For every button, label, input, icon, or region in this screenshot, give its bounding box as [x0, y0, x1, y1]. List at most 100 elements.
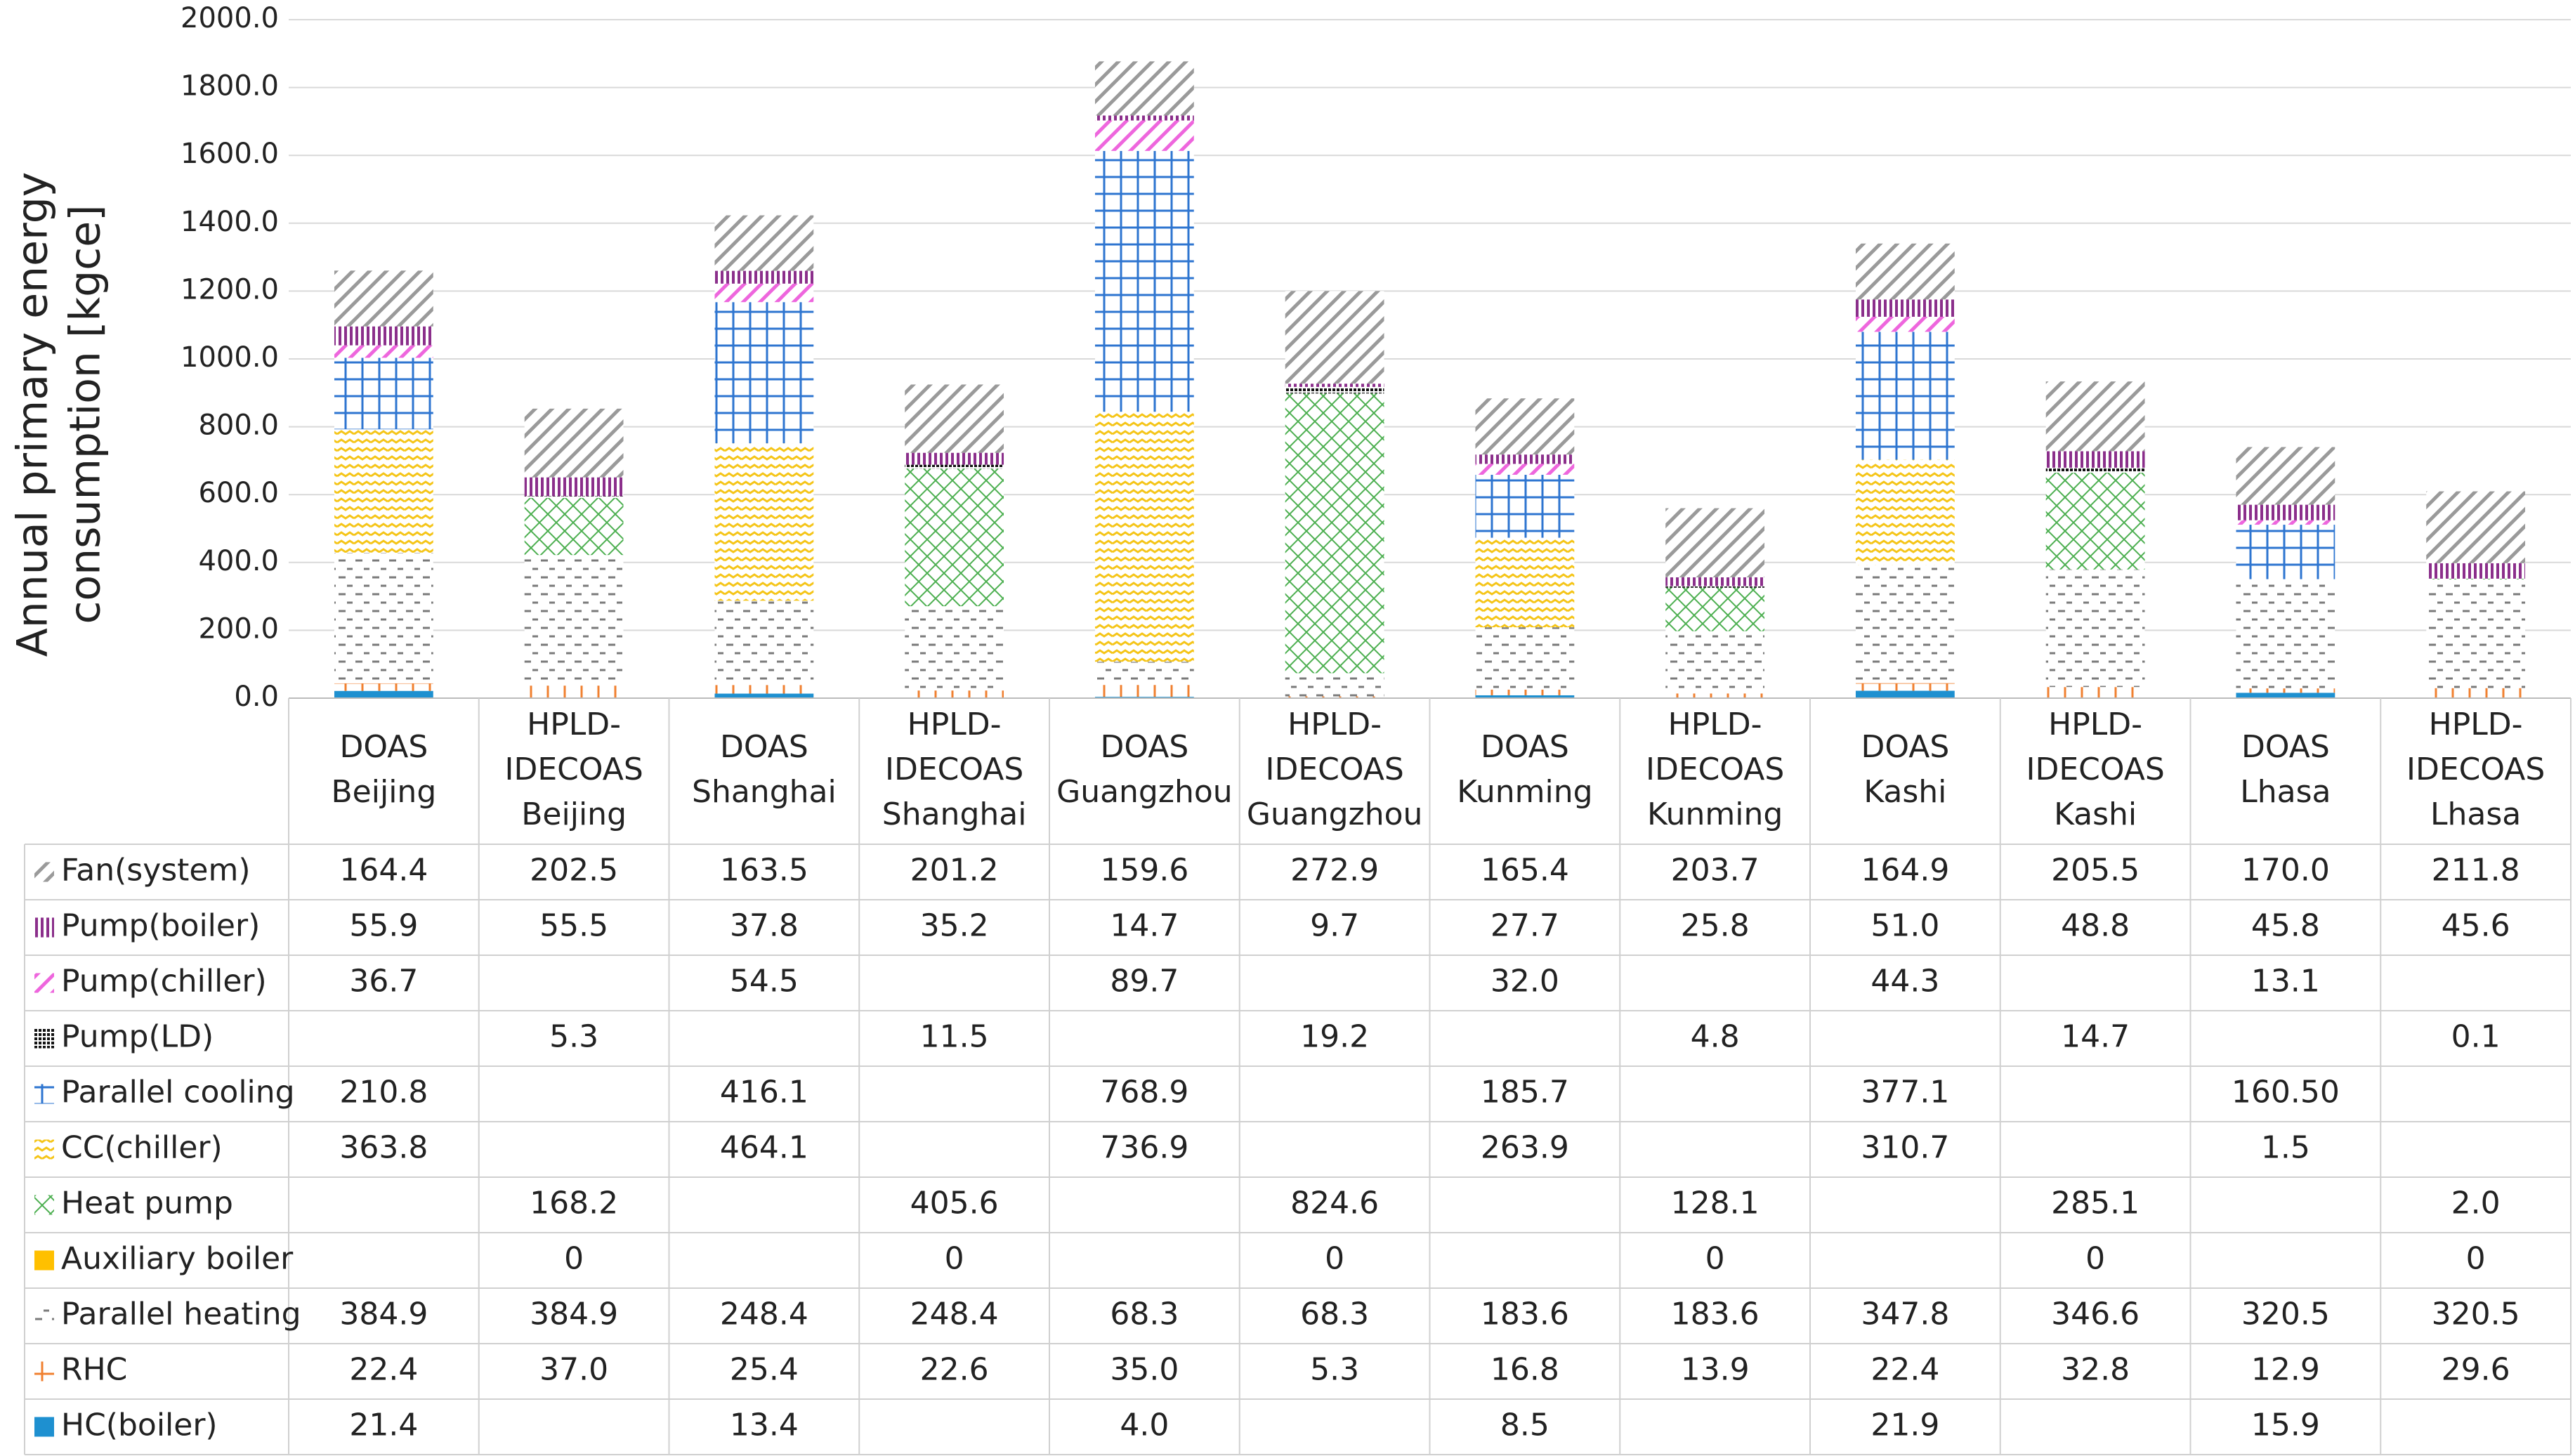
- bar-segment: [1855, 683, 1955, 691]
- bar-segment: [1855, 243, 1955, 300]
- table-cell: 405.6: [910, 1186, 999, 1221]
- legend-marker: [34, 1028, 54, 1049]
- table-cell: 14.7: [2061, 1019, 2130, 1055]
- table-cell: 272.9: [1290, 853, 1379, 888]
- table-cell: 320.5: [2432, 1297, 2520, 1332]
- table-cell: 170.0: [2241, 853, 2330, 888]
- y-tick-label: 1800.0: [181, 70, 279, 103]
- table-cell: 248.4: [720, 1297, 808, 1332]
- bar-segment: [2426, 491, 2526, 563]
- bar-segment: [524, 497, 624, 556]
- x-tick-label: Beijing: [521, 796, 627, 832]
- x-tick-label: IDECOAS: [885, 752, 1023, 787]
- table-cell: 22.6: [920, 1352, 989, 1388]
- table-cell: 14.7: [1110, 908, 1179, 944]
- bar-segment: [1855, 690, 1955, 698]
- table-cell: 320.5: [2241, 1297, 2330, 1332]
- bar-segment: [334, 358, 433, 430]
- bar-segment: [1094, 61, 1194, 116]
- table-cell: 163.5: [720, 853, 808, 888]
- table-cell: 21.4: [349, 1408, 418, 1443]
- bar-segment: [1665, 508, 1765, 577]
- legend-label: Heat pump: [61, 1186, 233, 1221]
- legend-marker: [34, 973, 54, 993]
- bar-segment: [524, 496, 624, 498]
- bar-segment: [1475, 537, 1575, 628]
- bar-segment: [2236, 447, 2335, 505]
- table-cell: 37.0: [539, 1352, 608, 1388]
- table-cell: 0: [2085, 1241, 2105, 1277]
- table-cell: 22.4: [1870, 1352, 1939, 1388]
- bar-segment: [2426, 579, 2526, 688]
- table-cell: 128.1: [1671, 1186, 1760, 1221]
- table-cell: 55.9: [349, 908, 418, 944]
- x-tick-label: Kashi: [1863, 774, 1946, 810]
- table-cell: 416.1: [720, 1075, 808, 1110]
- table-cell: 0: [564, 1241, 584, 1277]
- legend-label: CC(chiller): [61, 1130, 223, 1166]
- y-tick-label: 1200.0: [181, 273, 279, 306]
- table-cell: 32.8: [2061, 1352, 2130, 1388]
- table-cell: 13.9: [1681, 1352, 1750, 1388]
- x-tick-label: Kunming: [1647, 796, 1783, 832]
- x-tick-label: IDECOAS: [1646, 752, 1784, 787]
- bar-segment: [2236, 693, 2335, 698]
- table-cell: 164.9: [1861, 853, 1949, 888]
- bar-segment: [1094, 685, 1194, 697]
- bar-segment: [2045, 381, 2145, 452]
- table-cell: 4.8: [1691, 1019, 1740, 1055]
- x-tick-label: HPLD-: [2048, 707, 2142, 742]
- table-cell: 22.4: [349, 1352, 418, 1388]
- bar-segment: [2426, 688, 2526, 698]
- legend-label: Fan(system): [61, 853, 251, 888]
- bar-segment: [334, 683, 433, 691]
- table-cell: 377.1: [1861, 1075, 1949, 1110]
- bar-segment: [2045, 569, 2145, 688]
- table-cell: 37.8: [730, 908, 799, 944]
- legend-label: Parallel cooling: [61, 1075, 295, 1110]
- y-axis-label: Annual primary energy: [8, 172, 58, 657]
- legend-label: Auxiliary boiler: [61, 1241, 294, 1277]
- table-cell: 13.4: [730, 1408, 799, 1443]
- y-tick-label: 200.0: [198, 612, 279, 645]
- x-tick-label: Beijing: [332, 774, 437, 810]
- y-tick-label: 1400.0: [181, 206, 279, 238]
- table-cell: 68.3: [1110, 1297, 1179, 1332]
- bar-segment: [714, 693, 814, 698]
- bar-segment: [1665, 586, 1765, 588]
- bar-segment: [1665, 577, 1765, 586]
- table-cell: 464.1: [720, 1130, 808, 1166]
- bar-segment: [714, 601, 814, 686]
- bar-segment: [714, 215, 814, 271]
- x-tick-label: Lhasa: [2430, 796, 2521, 832]
- table-cell: 346.6: [2051, 1297, 2140, 1332]
- bar-segment: [2045, 451, 2145, 468]
- table-cell: 211.8: [2432, 853, 2520, 888]
- bar-segment: [1094, 412, 1194, 662]
- legend-label: Pump(LD): [61, 1019, 214, 1055]
- table-cell: 48.8: [2061, 908, 2130, 944]
- bar-segment: [334, 552, 433, 683]
- bar-segment: [905, 606, 1004, 691]
- bar-segment: [905, 468, 1004, 607]
- legend-marker: [34, 1195, 54, 1215]
- x-tick-label: Guangzhou: [1056, 774, 1233, 810]
- table-cell: 347.8: [1861, 1297, 1949, 1332]
- x-tick-label: HPLD-: [908, 707, 1002, 742]
- table-cell: 384.9: [530, 1297, 618, 1332]
- table-cell: 21.9: [1870, 1408, 1939, 1443]
- bar-segment: [905, 464, 1004, 469]
- table-cell: 35.0: [1110, 1352, 1179, 1388]
- table-cell: 13.1: [2251, 964, 2320, 999]
- table-cell: 203.7: [1671, 853, 1760, 888]
- table-cell: 185.7: [1481, 1075, 1569, 1110]
- bar-segment: [714, 283, 814, 303]
- bar-segment: [1285, 383, 1384, 387]
- table-cell: 0: [1705, 1241, 1725, 1277]
- bar-segment: [1285, 386, 1384, 394]
- table-cell: 12.9: [2251, 1352, 2320, 1388]
- table-cell: 363.8: [339, 1130, 428, 1166]
- x-tick-label: IDECOAS: [1265, 752, 1403, 787]
- bar-segment: [1285, 393, 1384, 674]
